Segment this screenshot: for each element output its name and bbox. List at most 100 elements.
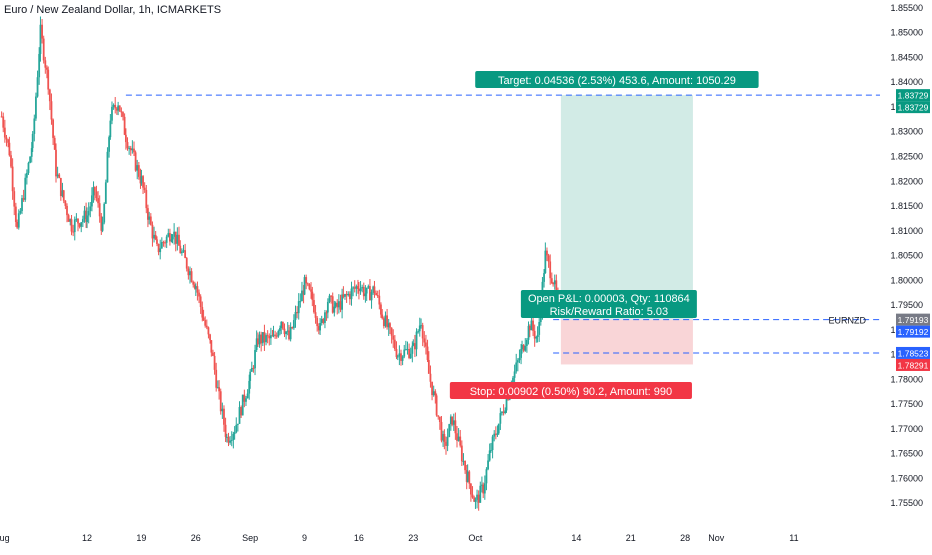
candle-body	[515, 362, 518, 372]
candle-body	[336, 302, 339, 308]
candle-body	[157, 243, 160, 253]
candle-body	[522, 344, 525, 351]
candle-body	[97, 198, 99, 204]
candle-body	[358, 288, 360, 292]
candle-body	[25, 172, 28, 178]
x-tick-label: Nov	[708, 533, 725, 543]
candle-body	[432, 391, 435, 396]
candle-body	[136, 165, 139, 171]
y-tick-label: 1.84000	[890, 77, 923, 87]
candle-body	[546, 250, 548, 256]
candle-body	[420, 325, 422, 327]
candle-body	[317, 326, 320, 331]
price-tags: 1.83729 1.83729 1.79193 1.79192 1.78523 1.782…	[896, 89, 930, 371]
candle-body	[126, 142, 129, 149]
candle-body	[427, 359, 430, 374]
candle-body	[42, 38, 45, 61]
candle-body	[236, 423, 239, 425]
candle-body	[395, 349, 398, 358]
candle-body	[55, 149, 57, 177]
target-label: Target: 0.04536 (2.53%) 453.6, Amount: 1…	[475, 71, 759, 88]
candle-body	[476, 494, 478, 500]
candle-body	[306, 283, 309, 285]
candle-body	[27, 162, 30, 173]
candle-body	[277, 330, 280, 337]
candle-body	[536, 334, 539, 338]
candle-body	[227, 436, 230, 443]
y-tick-label: 1.81000	[890, 226, 923, 236]
candle-body	[52, 119, 54, 138]
price-tag-text: 1.79193	[898, 315, 929, 325]
candle-body	[104, 182, 107, 204]
candle-body	[280, 321, 283, 329]
candle-body	[148, 216, 151, 220]
candle-body	[11, 166, 14, 192]
candle-body	[46, 67, 48, 70]
time-axis[interactable]: Aug 12 19 26 Sep 9 16 23 Oct 14 21 28 Nov 11	[0, 533, 799, 543]
candle-body	[292, 320, 295, 329]
candle-body	[302, 290, 305, 295]
candle-body	[406, 348, 409, 350]
candle-body	[296, 311, 299, 314]
candle-body	[555, 280, 558, 293]
candle-body	[91, 195, 93, 207]
price-axis[interactable]: 1.75500 1.76000 1.76500 1.77000 1.77500 1.780…	[890, 3, 923, 508]
candle-body	[117, 105, 120, 111]
candle-body	[77, 218, 79, 224]
candle-body	[216, 387, 219, 389]
candle-body	[350, 288, 353, 300]
candle-body	[456, 433, 458, 441]
candle-body	[421, 325, 424, 339]
candle-body	[417, 331, 420, 333]
candle-body	[92, 187, 95, 196]
candle-body	[44, 60, 47, 68]
candle-body	[241, 394, 244, 416]
candle-body	[187, 268, 190, 276]
candle-body	[192, 281, 195, 285]
candle-body	[225, 436, 228, 438]
candle-body	[468, 471, 471, 484]
x-tick-label: Aug	[0, 533, 10, 543]
candle-body	[345, 294, 348, 296]
price-tag: 1.79192	[896, 325, 930, 338]
candle-body	[369, 286, 371, 301]
candle-body	[477, 494, 480, 503]
candle-body	[87, 210, 90, 216]
candle-body	[333, 306, 336, 313]
y-tick-label: 1.77500	[890, 399, 923, 409]
target-label-text: Target: 0.04536 (2.53%) 453.6, Amount: 1…	[498, 75, 736, 87]
target-label-bg	[475, 71, 759, 88]
candle-body	[95, 191, 98, 199]
candle-body	[434, 391, 437, 396]
candle-body	[373, 286, 376, 294]
candle-body	[47, 69, 50, 90]
candle-body	[342, 294, 345, 297]
candle-body	[182, 250, 185, 252]
candle-body	[389, 323, 391, 328]
candle-body	[393, 339, 396, 350]
candle-body	[423, 338, 426, 343]
candle-body	[89, 206, 92, 211]
candle-body	[39, 24, 42, 54]
candle-body	[396, 356, 399, 358]
y-tick-label: 1.80000	[890, 275, 923, 285]
candle-body	[466, 471, 469, 482]
stop-label: Stop: 0.00902 (0.50%) 90.2, Amount: 990	[449, 382, 692, 399]
candle-body	[426, 346, 429, 360]
candle-body	[513, 371, 516, 378]
candle-body	[518, 357, 521, 361]
y-tick-label: 1.85500	[890, 3, 923, 13]
candle-body	[411, 345, 414, 354]
price-tag-bg	[896, 101, 930, 114]
candle-body	[448, 424, 451, 437]
candle-body	[202, 317, 205, 321]
candle-body	[35, 96, 37, 119]
candle-body	[532, 320, 534, 331]
candle-body	[459, 436, 462, 446]
candle-body	[412, 343, 415, 346]
candle-body	[297, 301, 300, 314]
candle-body	[59, 177, 62, 197]
x-tick-label: 12	[82, 533, 92, 543]
